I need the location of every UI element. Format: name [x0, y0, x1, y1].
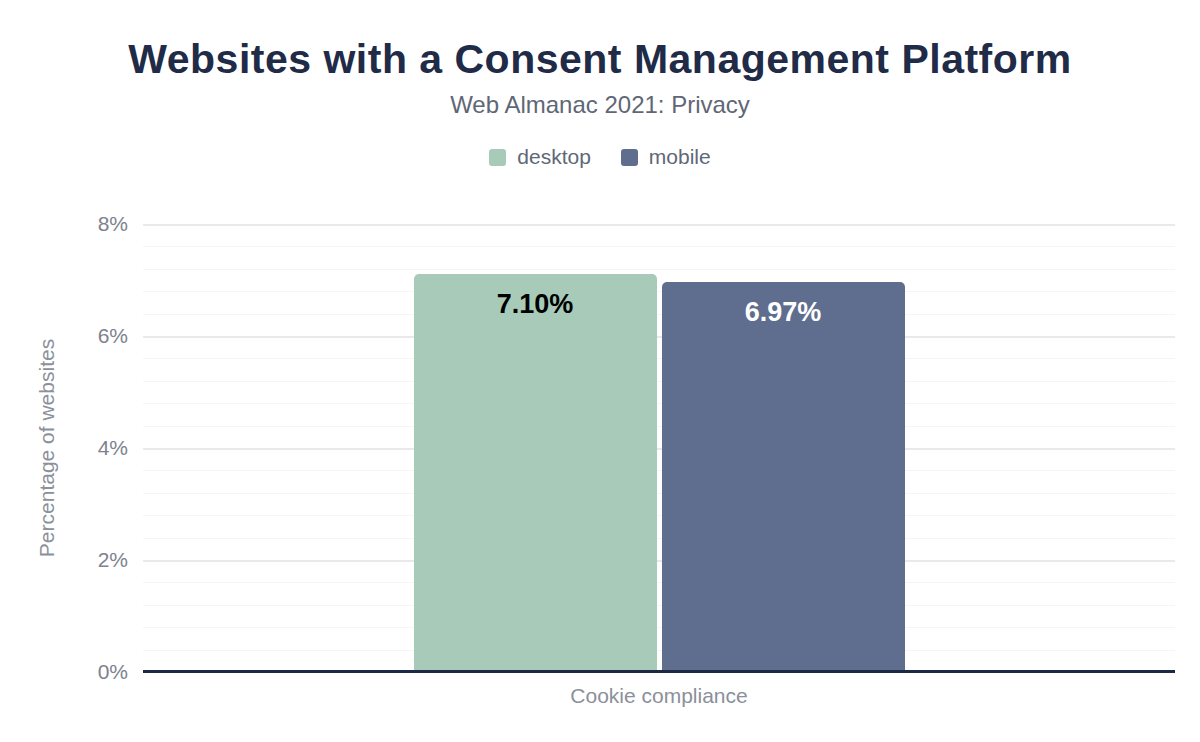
gridline-minor: [143, 493, 1175, 494]
gridline-minor: [143, 582, 1175, 583]
y-tick-label-8: 8%: [0, 213, 128, 235]
y-tick-label-6: 6%: [0, 325, 128, 347]
plot-area: 7.10%6.97%: [143, 224, 1175, 672]
legend-item-mobile: mobile: [621, 145, 711, 169]
gridline-minor: [143, 246, 1175, 247]
gridline-minor: [143, 605, 1175, 606]
y-tick-label-4: 4%: [0, 437, 128, 459]
gridline-major: [143, 336, 1175, 338]
gridline-major: [143, 560, 1175, 562]
chart-subtitle: Web Almanac 2021: Privacy: [0, 91, 1200, 119]
chart-figure: Websites with a Consent Management Platf…: [0, 0, 1200, 742]
gridline-minor: [143, 426, 1175, 427]
y-tick-label-2: 2%: [0, 549, 128, 571]
gridline-minor: [143, 358, 1175, 359]
legend: desktop mobile: [0, 145, 1200, 169]
gridline-minor: [143, 650, 1175, 651]
chart-title: Websites with a Consent Management Platf…: [0, 36, 1200, 83]
gridline-minor: [143, 291, 1175, 292]
legend-item-desktop: desktop: [489, 145, 591, 169]
legend-label-desktop: desktop: [517, 145, 591, 169]
desktop-swatch-icon: [489, 149, 506, 166]
bar-mobile: 6.97%: [662, 282, 905, 672]
bar-value-label-mobile: 6.97%: [662, 282, 905, 328]
y-tick-label-0: 0%: [0, 661, 128, 683]
gridline-minor: [143, 381, 1175, 382]
gridline-major: [143, 224, 1175, 226]
gridline-minor: [143, 314, 1175, 315]
bar-desktop: 7.10%: [414, 274, 657, 672]
gridline-major: [143, 448, 1175, 450]
x-axis-category-label: Cookie compliance: [143, 684, 1175, 708]
mobile-swatch-icon: [621, 149, 638, 166]
gridline-minor: [143, 403, 1175, 404]
legend-label-mobile: mobile: [649, 145, 711, 169]
gridline-minor: [143, 515, 1175, 516]
gridline-minor: [143, 538, 1175, 539]
gridline-minor: [143, 470, 1175, 471]
x-axis-baseline: [143, 670, 1175, 673]
gridline-minor: [143, 269, 1175, 270]
bar-value-label-desktop: 7.10%: [414, 274, 657, 320]
gridline-minor: [143, 627, 1175, 628]
